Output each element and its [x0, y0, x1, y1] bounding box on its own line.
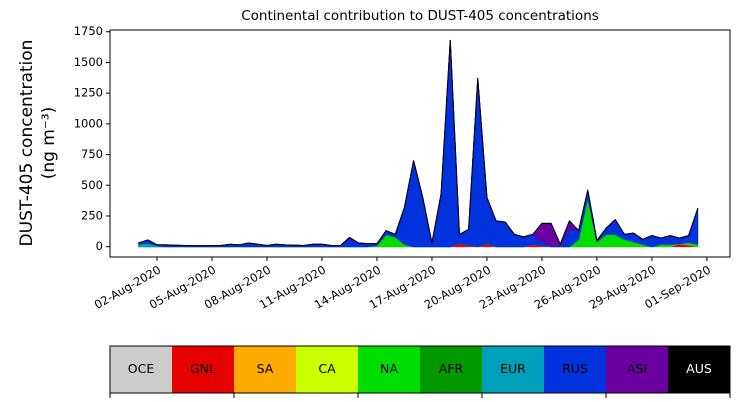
legend-swatch	[544, 346, 606, 393]
y-tick-label: 1750	[74, 24, 103, 38]
legend-swatch	[482, 346, 544, 393]
legend-swatch	[296, 346, 358, 393]
y-tick-label: 0	[96, 239, 103, 253]
y-tick-label: 250	[81, 208, 103, 222]
legend-label: ASI	[627, 361, 647, 376]
legend-label: AUS	[686, 361, 712, 376]
legend-label: AFR	[439, 361, 464, 376]
y-tick-label: 1500	[74, 55, 103, 69]
legend-swatch	[668, 346, 730, 393]
legend-label: OCE	[128, 361, 155, 376]
colorbar-legend: OCE GNL SA CA NA AFR EUR RUS ASI AUS	[109, 345, 731, 398]
y-tick-label: 500	[81, 178, 103, 192]
legend-label: SA	[257, 361, 274, 376]
legend-swatch	[358, 346, 420, 393]
area	[138, 39, 699, 248]
y-tick-label: 1000	[74, 116, 103, 130]
legend-label: GNL	[190, 361, 216, 376]
axes-frame	[109, 29, 731, 258]
y-axis-label: (ng m⁻³)	[39, 107, 59, 180]
legend-swatch	[606, 346, 668, 393]
plot-area	[138, 39, 699, 248]
legend-frame	[109, 345, 731, 394]
legend-label: EUR	[500, 361, 526, 376]
area	[138, 39, 699, 247]
legend-swatch	[420, 346, 482, 393]
legend-label: RUS	[562, 361, 588, 376]
legend-label: CA	[318, 361, 336, 376]
legend-swatch	[110, 346, 172, 393]
legend-label: NA	[380, 361, 398, 376]
y-axis-label: DUST-405 concentration	[17, 40, 37, 247]
y-tick-label: 1250	[74, 86, 103, 100]
chart-title: Continental contribution to DUST-405 con…	[241, 8, 599, 24]
legend-swatch	[234, 346, 296, 393]
y-tick-label: 750	[81, 147, 103, 161]
legend-swatch	[172, 346, 234, 393]
